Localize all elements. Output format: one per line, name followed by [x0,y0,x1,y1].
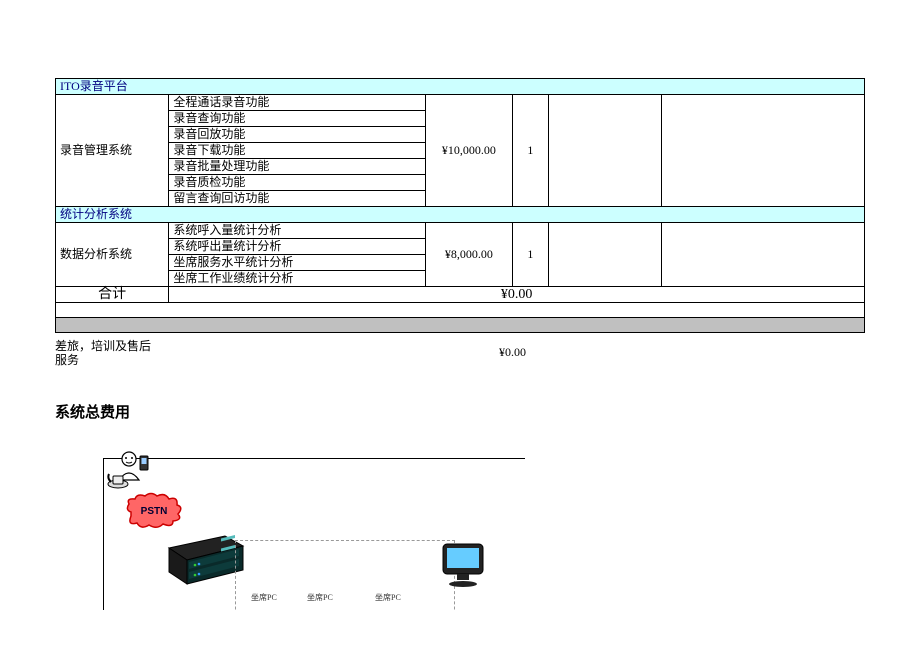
pricing-table: ITO录音平台 录音管理系统 全程通话录音功能 ¥10,000.00 1 录音查… [55,78,865,333]
feature-cell: 全程通话录音功能 [169,95,426,111]
pc-label: 坐席PC [251,592,277,603]
monitor-icon [435,538,495,598]
empty-cell [548,223,661,287]
pc-label: 坐席PC [307,592,333,603]
user-phone-icon [107,450,155,498]
empty-cell [662,95,865,207]
total-row: 合计 ¥0.00 [56,287,865,303]
feature-cell: 录音批量处理功能 [169,159,426,175]
table-row: 录音管理系统 全程通话录音功能 ¥10,000.00 1 [56,95,865,111]
group-label: 录音管理系统 [56,95,169,207]
feature-cell: 录音查询功能 [169,111,426,127]
travel-training-value: ¥0.00 [160,339,865,367]
price-cell: ¥10,000.00 [425,95,512,207]
system-diagram: PSTN 坐席PC 坐席PC 坐席PC [55,450,525,610]
travel-training-label: 差旅，培训及售后服务 [55,339,160,367]
feature-cell: 录音下载功能 [169,143,426,159]
section-header-label: ITO录音平台 [56,79,865,95]
feature-cell: 系统呼入量统计分析 [169,223,426,239]
section-header-stats: 统计分析系统 [56,207,865,223]
total-label: 合计 [56,287,169,303]
empty-cell [662,223,865,287]
feature-cell: 坐席服务水平统计分析 [169,255,426,271]
gray-row [56,318,865,333]
pstn-cloud-icon: PSTN [123,492,185,534]
spacer-row [56,303,865,318]
pc-label: 坐席PC [375,592,401,603]
feature-cell: 系统呼出量统计分析 [169,239,426,255]
table-row: 数据分析系统 系统呼入量统计分析 ¥8,000.00 1 [56,223,865,239]
travel-training-row: 差旅，培训及售后服务 ¥0.00 [55,339,865,367]
section-header-ito: ITO录音平台 [56,79,865,95]
feature-cell: 坐席工作业绩统计分析 [169,271,426,287]
feature-cell: 录音质检功能 [169,175,426,191]
feature-cell: 留言查询回访功能 [169,191,426,207]
section-header-label: 统计分析系统 [56,207,865,223]
total-value: ¥0.00 [169,287,865,303]
group-label: 数据分析系统 [56,223,169,287]
price-cell: ¥8,000.00 [425,223,512,287]
empty-cell [548,95,661,207]
section-title-total-cost: 系统总费用 [55,401,865,422]
pstn-label: PSTN [141,506,168,517]
feature-cell: 录音回放功能 [169,127,426,143]
qty-cell: 1 [512,95,548,207]
server-icon [163,534,245,592]
qty-cell: 1 [512,223,548,287]
